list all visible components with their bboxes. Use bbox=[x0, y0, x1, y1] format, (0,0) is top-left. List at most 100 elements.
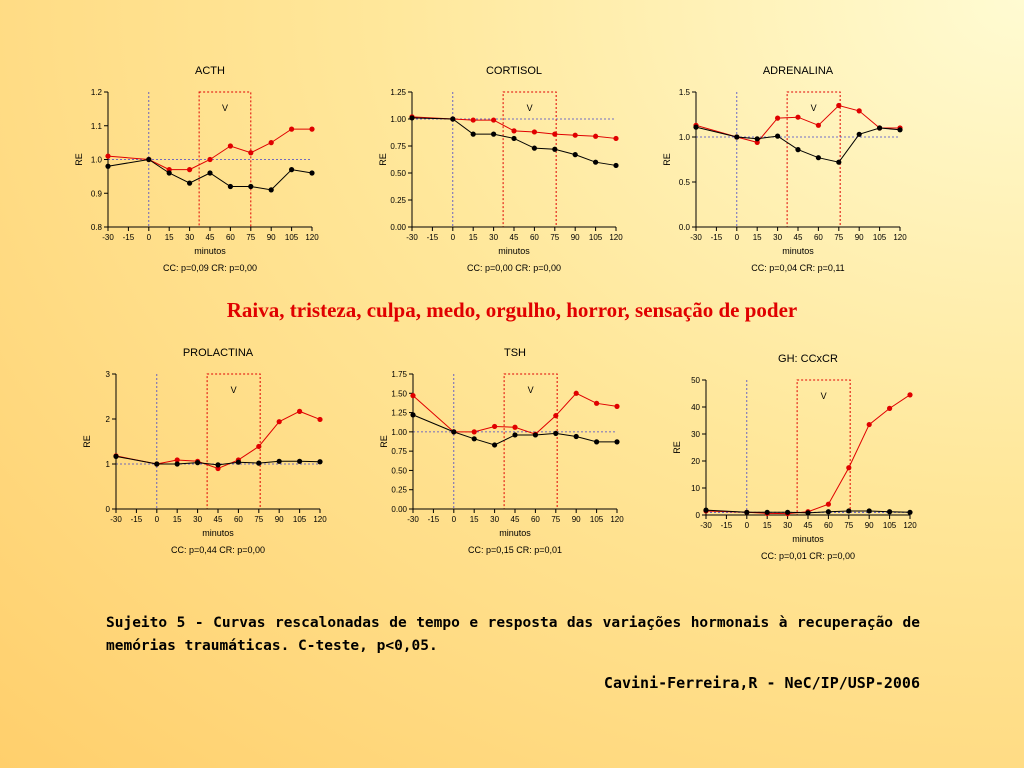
black-series-line bbox=[412, 414, 617, 446]
red-series-point bbox=[471, 429, 477, 435]
red-series-line bbox=[411, 116, 617, 139]
x-tick-label: 105 bbox=[883, 521, 897, 530]
x-tick-label: 75 bbox=[834, 233, 843, 242]
adrenalina-chart: ADRENALINA V 0.0 0.5 1.0 1.5 -30 -15 0 15 30 45 60 75… bbox=[662, 65, 907, 273]
x-tick-label: 90 bbox=[855, 233, 864, 242]
chart-title: TSH bbox=[504, 347, 526, 359]
y-tick-label: 3 bbox=[106, 370, 111, 379]
stats-label: CC: p=0,01 CR: p=0,00 bbox=[761, 551, 855, 561]
black-series-line bbox=[411, 117, 617, 166]
x-tick-label: 60 bbox=[824, 521, 833, 530]
window-label: V bbox=[222, 103, 228, 113]
red-series-point bbox=[227, 143, 233, 149]
red-series-point bbox=[317, 416, 323, 423]
x-tick-label: -30 bbox=[700, 521, 712, 530]
red-series-point bbox=[846, 465, 852, 471]
red-series-point bbox=[276, 419, 282, 425]
red-series-line bbox=[115, 410, 321, 470]
black-series-point bbox=[166, 170, 172, 176]
x-tick-label: 90 bbox=[275, 515, 284, 524]
x-tick-label: 90 bbox=[267, 233, 276, 242]
x-tick-label: 15 bbox=[165, 233, 174, 242]
window-label: V bbox=[528, 385, 534, 395]
x-tick-label: 30 bbox=[490, 515, 499, 524]
black-series-point bbox=[553, 430, 559, 436]
black-series-point bbox=[248, 183, 254, 190]
y-tick-label: 0 bbox=[696, 511, 701, 520]
red-series-point bbox=[215, 465, 221, 472]
black-series-point bbox=[846, 508, 852, 514]
red-series-point bbox=[593, 133, 599, 139]
red-series-point bbox=[187, 167, 193, 173]
window-label: V bbox=[811, 103, 817, 113]
y-tick-label: 1.50 bbox=[391, 389, 407, 398]
gh-chart: GH: CCxCR V 0 10 20 30 40 50 -30 -15 0 15 30 45 60 75 90… bbox=[672, 353, 917, 561]
red-series-line bbox=[705, 394, 911, 515]
black-series-point bbox=[256, 460, 262, 466]
black-series-point bbox=[734, 134, 740, 140]
x-tick-label: 90 bbox=[571, 233, 580, 242]
black-series-point bbox=[235, 459, 241, 465]
x-tick-label: -30 bbox=[690, 233, 702, 242]
red-series-point bbox=[248, 150, 254, 156]
x-tick-label: 15 bbox=[753, 233, 762, 242]
x-axis-label: minutos bbox=[194, 246, 226, 256]
stats-label: CC: p=0,00 CR: p=0,00 bbox=[467, 263, 561, 273]
x-tick-label: -15 bbox=[131, 515, 143, 524]
x-tick-label: 15 bbox=[469, 233, 478, 242]
red-series-point bbox=[531, 129, 537, 135]
x-tick-label: 60 bbox=[226, 233, 235, 242]
x-tick-label: -30 bbox=[102, 233, 114, 242]
red-series-point bbox=[572, 132, 578, 138]
red-series-point bbox=[105, 153, 111, 159]
black-series-point bbox=[836, 159, 842, 165]
x-tick-label: 120 bbox=[609, 233, 623, 242]
x-axis-label: minutos bbox=[499, 528, 531, 538]
x-tick-label: 45 bbox=[794, 233, 803, 242]
x-tick-label: 15 bbox=[470, 515, 479, 524]
stats-label: CC: p=0,09 CR: p=0,00 bbox=[163, 263, 257, 273]
black-series-point bbox=[268, 187, 274, 193]
black-series-point bbox=[805, 510, 811, 516]
black-series-point bbox=[795, 147, 801, 153]
y-tick-label: 0.00 bbox=[390, 223, 406, 232]
x-tick-label: 30 bbox=[193, 515, 202, 524]
x-tick-label: -30 bbox=[406, 233, 418, 242]
tsh-chart: TSH V 0.00 0.25 0.50 0.75 1.00 1.25 1.50 1.75 -30-… bbox=[379, 347, 624, 555]
black-series-line bbox=[115, 455, 321, 466]
x-tick-label: 105 bbox=[285, 233, 299, 242]
y-tick-label: 0.50 bbox=[391, 466, 407, 475]
black-series-point bbox=[512, 432, 518, 438]
black-series-point bbox=[897, 127, 903, 133]
red-series-line bbox=[695, 104, 900, 143]
black-series-point bbox=[744, 509, 750, 515]
x-tick-label: 120 bbox=[313, 515, 327, 524]
black-series-point bbox=[317, 459, 323, 465]
black-series-point bbox=[215, 462, 221, 468]
black-series-point bbox=[572, 152, 578, 158]
black-series-line bbox=[107, 158, 313, 191]
black-series-point bbox=[754, 136, 760, 142]
black-series-point bbox=[785, 509, 791, 515]
x-tick-label: 60 bbox=[234, 515, 243, 524]
red-series-point bbox=[795, 114, 801, 120]
red-series-point bbox=[594, 400, 600, 406]
x-tick-label: -30 bbox=[110, 515, 122, 524]
red-series-point bbox=[754, 139, 760, 145]
black-series-point bbox=[187, 180, 193, 186]
y-tick-label: 0.9 bbox=[91, 189, 103, 198]
y-tick-label: 20 bbox=[691, 457, 700, 466]
x-tick-label: 0 bbox=[451, 233, 456, 242]
black-series-point bbox=[573, 433, 579, 440]
x-tick-label: -15 bbox=[428, 515, 440, 524]
black-series-line bbox=[705, 509, 911, 514]
black-series-point bbox=[887, 509, 893, 515]
black-series-point bbox=[877, 125, 883, 131]
black-series-point bbox=[491, 131, 497, 137]
black-series-point bbox=[693, 124, 699, 130]
black-series-point bbox=[207, 170, 213, 176]
window-label: V bbox=[231, 385, 237, 395]
x-tick-label: 60 bbox=[814, 233, 823, 242]
y-tick-label: 1.1 bbox=[91, 122, 103, 131]
window-label: V bbox=[821, 391, 827, 401]
